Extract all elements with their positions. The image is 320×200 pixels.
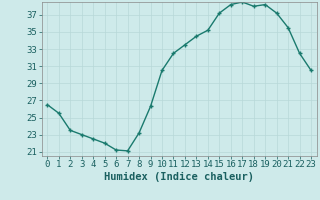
X-axis label: Humidex (Indice chaleur): Humidex (Indice chaleur) [104,172,254,182]
